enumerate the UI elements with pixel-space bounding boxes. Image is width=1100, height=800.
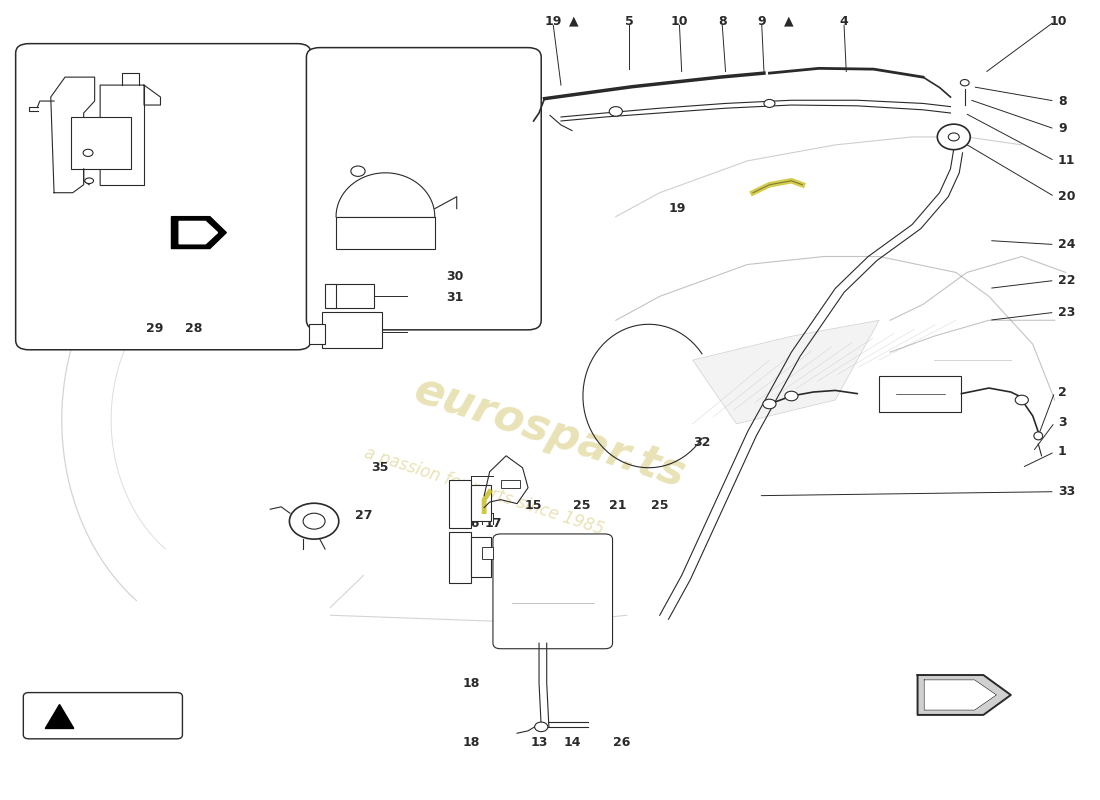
Polygon shape bbox=[45, 705, 74, 729]
Text: 8: 8 bbox=[718, 15, 727, 28]
Text: 11: 11 bbox=[1058, 154, 1076, 167]
Text: 35: 35 bbox=[371, 462, 388, 474]
Text: 21: 21 bbox=[609, 498, 627, 512]
Text: eurospar.ts: eurospar.ts bbox=[409, 368, 691, 496]
Ellipse shape bbox=[1015, 395, 1028, 405]
Text: 10: 10 bbox=[1049, 15, 1067, 28]
Bar bbox=[336, 217, 434, 249]
Polygon shape bbox=[917, 675, 1011, 715]
Text: 9: 9 bbox=[1058, 122, 1067, 135]
Ellipse shape bbox=[763, 399, 776, 409]
Text: 29: 29 bbox=[146, 322, 164, 334]
Polygon shape bbox=[693, 320, 879, 424]
Bar bbox=[449, 531, 471, 583]
Text: 25: 25 bbox=[651, 498, 669, 512]
Text: 24: 24 bbox=[1058, 238, 1076, 251]
Bar bbox=[326, 285, 336, 308]
Text: 19: 19 bbox=[544, 15, 562, 28]
Ellipse shape bbox=[609, 106, 623, 116]
Text: 30: 30 bbox=[446, 270, 463, 283]
Text: ▲: ▲ bbox=[784, 15, 794, 28]
Text: 12: 12 bbox=[462, 498, 480, 512]
Ellipse shape bbox=[937, 124, 970, 150]
Bar bbox=[331, 285, 374, 308]
Bar bbox=[471, 486, 491, 521]
Text: 13: 13 bbox=[530, 736, 548, 750]
Ellipse shape bbox=[535, 722, 548, 732]
Bar bbox=[879, 376, 961, 412]
Text: = 34: = 34 bbox=[84, 709, 120, 722]
Text: 31: 31 bbox=[446, 291, 463, 305]
Text: 26: 26 bbox=[613, 736, 630, 750]
Bar bbox=[449, 480, 471, 527]
Text: 9: 9 bbox=[758, 15, 766, 28]
Text: 23: 23 bbox=[1058, 306, 1076, 319]
FancyBboxPatch shape bbox=[15, 44, 311, 350]
Text: 18: 18 bbox=[462, 677, 480, 690]
FancyBboxPatch shape bbox=[307, 48, 541, 330]
Ellipse shape bbox=[764, 99, 774, 107]
Text: 25: 25 bbox=[573, 498, 591, 512]
Text: 8: 8 bbox=[1058, 94, 1067, 107]
Text: 16: 16 bbox=[462, 517, 480, 530]
Bar bbox=[322, 312, 382, 348]
Bar bbox=[500, 480, 520, 488]
Text: 27: 27 bbox=[354, 509, 372, 522]
FancyBboxPatch shape bbox=[493, 534, 613, 649]
Text: 18: 18 bbox=[462, 736, 480, 750]
Ellipse shape bbox=[289, 503, 339, 539]
Text: ▲: ▲ bbox=[570, 15, 579, 28]
Text: 10: 10 bbox=[671, 15, 689, 28]
Text: 3: 3 bbox=[1058, 416, 1067, 429]
Text: a passion for parts since 1985: a passion for parts since 1985 bbox=[362, 444, 606, 539]
Text: 5: 5 bbox=[625, 15, 634, 28]
Text: 2: 2 bbox=[1058, 386, 1067, 398]
Text: 28: 28 bbox=[185, 322, 202, 334]
Polygon shape bbox=[179, 222, 218, 244]
Polygon shape bbox=[172, 217, 227, 249]
Ellipse shape bbox=[948, 133, 959, 141]
Text: 19: 19 bbox=[669, 202, 686, 215]
Bar bbox=[471, 537, 491, 577]
Text: 14: 14 bbox=[563, 736, 581, 750]
Ellipse shape bbox=[784, 391, 798, 401]
Text: 22: 22 bbox=[1058, 274, 1076, 287]
Bar bbox=[309, 324, 326, 344]
Text: 4: 4 bbox=[839, 15, 848, 28]
Text: 20: 20 bbox=[1058, 190, 1076, 203]
Bar bbox=[70, 117, 131, 169]
Ellipse shape bbox=[85, 178, 94, 183]
Text: 17: 17 bbox=[484, 517, 502, 530]
Ellipse shape bbox=[1034, 432, 1043, 440]
Text: 15: 15 bbox=[525, 498, 542, 512]
Text: 32: 32 bbox=[693, 436, 711, 449]
Bar bbox=[482, 547, 493, 559]
Ellipse shape bbox=[304, 514, 326, 529]
Polygon shape bbox=[924, 680, 997, 710]
Text: 33: 33 bbox=[1058, 485, 1076, 498]
Ellipse shape bbox=[84, 150, 94, 157]
Ellipse shape bbox=[960, 79, 969, 86]
Ellipse shape bbox=[351, 166, 365, 176]
Text: 1: 1 bbox=[1058, 446, 1067, 458]
FancyBboxPatch shape bbox=[23, 693, 183, 739]
